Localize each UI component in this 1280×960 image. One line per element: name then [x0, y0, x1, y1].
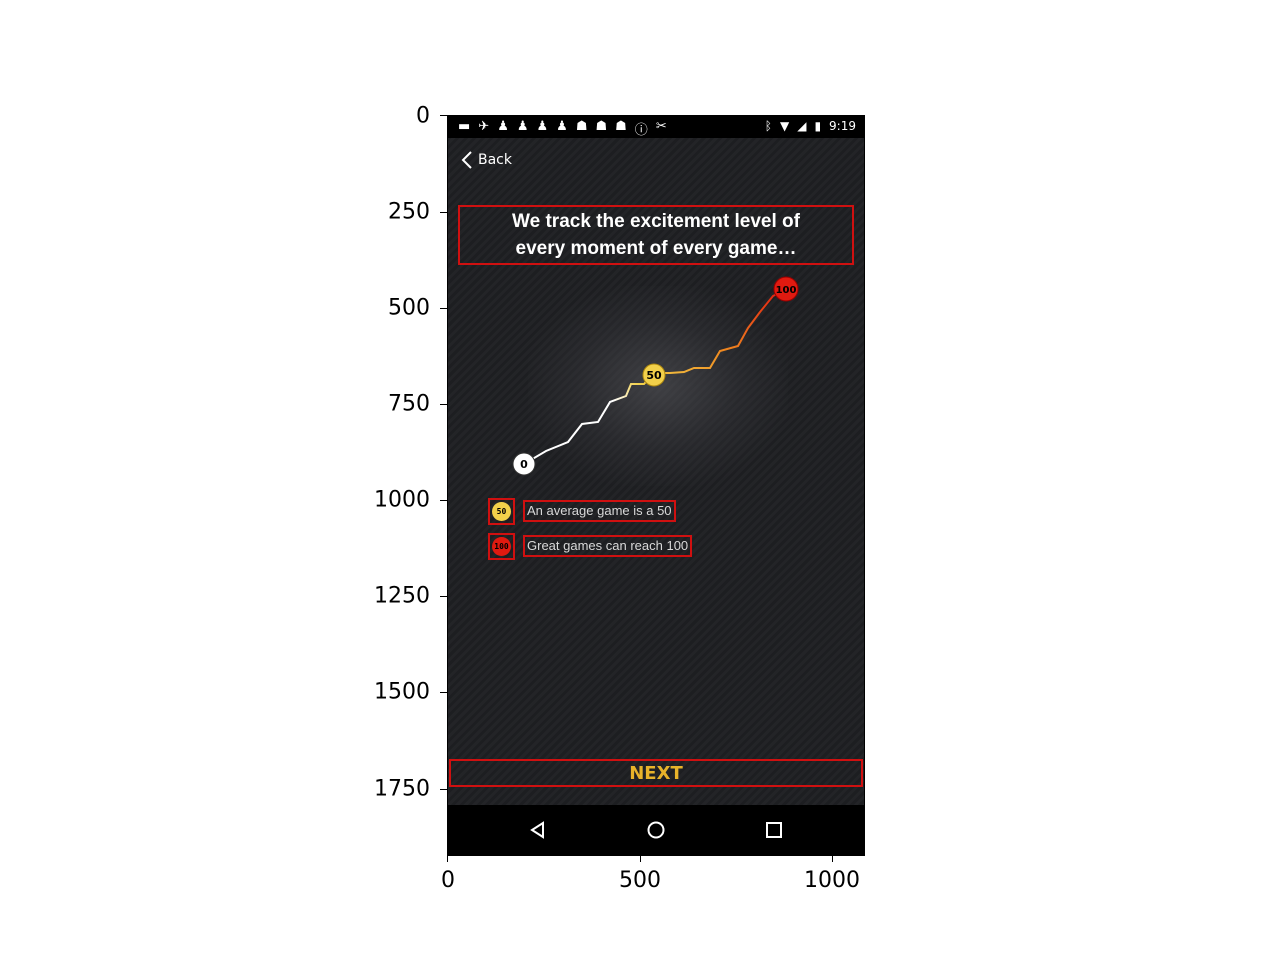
x-tick-label: 0 [441, 868, 455, 893]
y-tick [440, 308, 447, 309]
nav-back-icon[interactable] [528, 820, 548, 840]
chess-icon: ♟ [536, 119, 549, 134]
info-icon: ⓘ [634, 123, 648, 138]
x-tick-label: 500 [619, 868, 661, 893]
headline-line-2: every moment of every game… [515, 238, 797, 259]
y-tick [440, 692, 447, 693]
status-time: 9:19 [829, 119, 856, 133]
phone-screen: ▬ ✈ ♟ ♟ ♟ ♟ ☗ ☗ ☗ ⓘ ✂ ᛒ ▼ ◢ ▮ 9:19 Back … [448, 116, 864, 855]
mask-icon: ☗ [595, 119, 608, 134]
legend-badge-100: 100 [488, 533, 515, 560]
y-tick-label: 0 [416, 103, 430, 129]
chess-icon: ♟ [516, 119, 529, 134]
headline-line-1: We track the excitement level of [512, 211, 800, 232]
wifi-icon: ▼ [779, 119, 790, 133]
mask-icon: ☗ [575, 119, 588, 134]
nav-home-icon[interactable] [646, 820, 666, 840]
hockey-players-background [528, 286, 788, 486]
y-tick [440, 212, 447, 213]
message-icon: ▬ [458, 119, 471, 134]
y-tick [440, 115, 447, 116]
marker-0-label: 0 [520, 458, 528, 471]
bluetooth-icon: ᛒ [764, 119, 772, 133]
x-tick [832, 855, 833, 862]
y-tick [440, 500, 447, 501]
page-headline: We track the excitement level of every m… [458, 205, 854, 265]
x-tick-label: 1000 [804, 868, 860, 893]
y-tick-label: 1000 [374, 487, 430, 513]
system-icons: ᛒ ▼ ◢ ▮ 9:19 [765, 119, 856, 133]
marker-50-label: 50 [646, 369, 662, 382]
notification-icons: ▬ ✈ ♟ ♟ ♟ ♟ ☗ ☗ ☗ ⓘ ✂ [458, 119, 667, 138]
marker-0: 0 [512, 452, 536, 476]
x-tick [640, 855, 641, 862]
axis-right [864, 115, 865, 856]
y-tick-label: 1750 [374, 776, 430, 802]
x-tick [447, 855, 448, 862]
axis-left [447, 115, 448, 856]
badge-50-icon: 50 [492, 502, 511, 521]
axis-bottom [447, 855, 865, 856]
chess-icon: ♟ [556, 119, 568, 134]
excitement-graph: 0 50 100 [512, 276, 799, 476]
legend-badge-50: 50 [488, 498, 515, 525]
y-tick-label: 500 [388, 295, 430, 321]
marker-100: 100 [773, 276, 799, 302]
legend-text-great: Great games can reach 100 [523, 535, 693, 557]
next-button[interactable]: NEXT [449, 759, 863, 787]
nav-recents-icon[interactable] [764, 820, 784, 840]
y-tick-label: 1500 [374, 679, 430, 705]
battery-icon: ▮ [814, 119, 822, 133]
y-tick-label: 1250 [374, 583, 430, 609]
android-nav-bar [448, 805, 864, 855]
signal-icon: ◢ [797, 119, 807, 133]
chess-icon: ♟ [497, 119, 509, 134]
back-label: Back [478, 152, 512, 168]
mask-icon: ☗ [615, 119, 627, 134]
y-tick [440, 404, 447, 405]
next-label: NEXT [629, 762, 683, 784]
badge-100-icon: 100 [492, 537, 511, 556]
back-button[interactable]: Back [460, 150, 512, 170]
legend-text-average: An average game is a 50 [523, 500, 676, 522]
status-bar: ▬ ✈ ♟ ♟ ♟ ♟ ☗ ☗ ☗ ⓘ ✂ ᛒ ▼ ◢ ▮ 9:19 [448, 116, 864, 138]
y-tick [440, 596, 447, 597]
marker-100-label: 100 [776, 285, 797, 296]
plane-icon: ✈ [478, 119, 490, 134]
axis-top [447, 115, 865, 116]
marker-50: 50 [642, 363, 666, 387]
y-tick-label: 250 [388, 199, 430, 225]
tool-icon: ✂ [655, 119, 667, 134]
chevron-left-icon [461, 151, 472, 169]
y-tick-label: 750 [388, 391, 430, 417]
y-tick [440, 789, 447, 790]
